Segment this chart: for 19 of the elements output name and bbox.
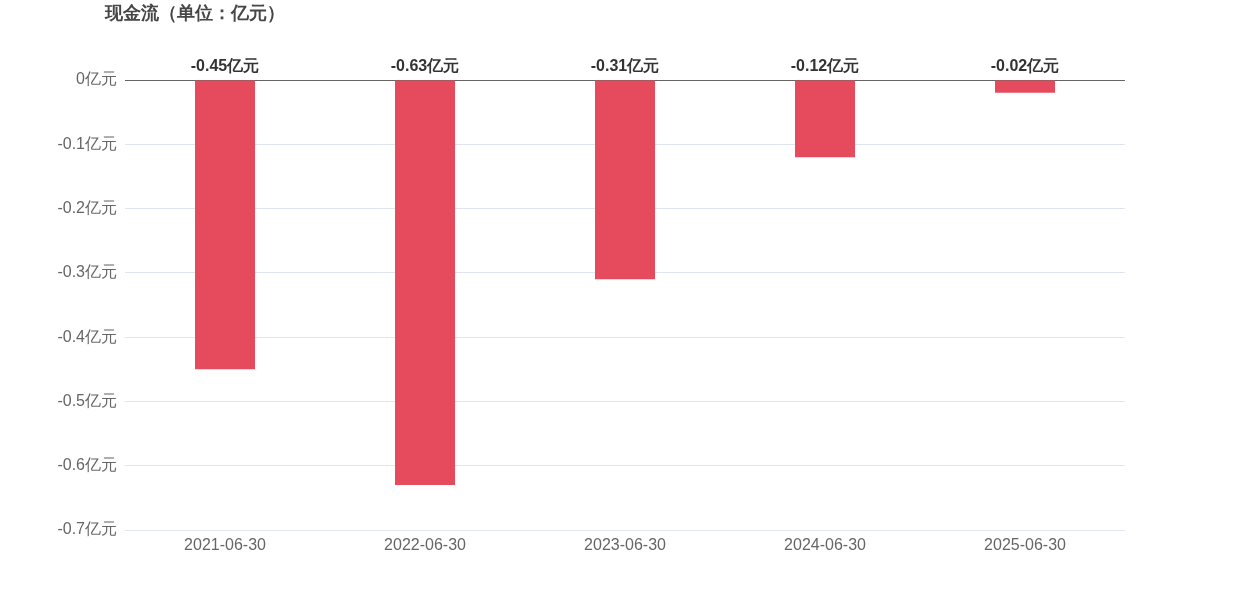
x-tick-label: 2022-06-30 bbox=[384, 536, 467, 554]
y-tick-label: -0.6亿元 bbox=[57, 456, 117, 474]
data-label: -0.12亿元 bbox=[790, 57, 860, 75]
data-label: -0.63亿元 bbox=[390, 57, 460, 75]
data-label: -0.45亿元 bbox=[190, 57, 260, 75]
y-tick-label: -0.3亿元 bbox=[57, 263, 117, 281]
x-tick-label: 2023-06-30 bbox=[584, 536, 667, 554]
chart-title: 现金流（单位：亿元） bbox=[105, 2, 285, 25]
y-tick-label: -0.1亿元 bbox=[57, 134, 117, 152]
x-tick-label: 2025-06-30 bbox=[984, 536, 1067, 554]
data-label: -0.02亿元 bbox=[990, 57, 1060, 75]
y-tick-label: 0亿元 bbox=[76, 70, 117, 88]
data-label: -0.31亿元 bbox=[590, 57, 660, 75]
x-tick-label: 2021-06-30 bbox=[184, 536, 267, 554]
y-tick-label: -0.5亿元 bbox=[57, 391, 117, 409]
y-tick-label: -0.7亿元 bbox=[57, 520, 117, 538]
y-tick-label: -0.4亿元 bbox=[57, 327, 117, 345]
y-tick-label: -0.2亿元 bbox=[57, 198, 117, 216]
x-tick-label: 2024-06-30 bbox=[784, 536, 867, 554]
